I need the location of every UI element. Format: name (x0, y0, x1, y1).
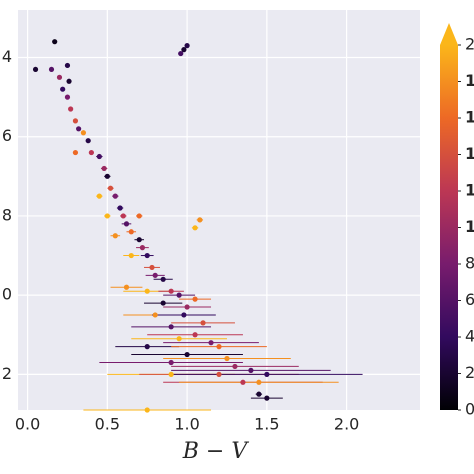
point (264, 371, 270, 377)
point (160, 276, 166, 282)
point (112, 193, 118, 199)
point (123, 221, 130, 227)
point (85, 138, 91, 144)
point (52, 39, 58, 45)
point (240, 379, 246, 385)
point (176, 292, 182, 298)
y-tick-label: 2 (2, 364, 12, 383)
point (144, 344, 150, 350)
point (56, 74, 63, 80)
point (224, 355, 230, 362)
point (168, 288, 174, 294)
x-tick-label: 0.5 (95, 415, 120, 434)
point (117, 205, 123, 211)
point (184, 351, 190, 358)
y-tick-label: 4 (2, 47, 12, 66)
point (232, 363, 238, 370)
colorbar-tick-label: 1 (465, 71, 474, 90)
point (160, 300, 166, 306)
point (264, 395, 270, 401)
point (101, 165, 107, 172)
point (184, 304, 190, 310)
point (80, 130, 87, 136)
colorbar-tick-label: 1 (465, 217, 474, 236)
point (112, 233, 118, 239)
plot-background (18, 10, 420, 410)
point (168, 324, 174, 330)
point (168, 371, 174, 377)
point (216, 371, 222, 377)
point (144, 288, 150, 294)
point (107, 185, 114, 191)
point (144, 252, 150, 259)
point (168, 359, 174, 366)
x-tick-label: 2.0 (334, 415, 359, 434)
point (216, 344, 222, 350)
colorbar (440, 45, 458, 410)
point (32, 66, 39, 73)
point (128, 229, 134, 235)
point (152, 312, 158, 318)
y-tick-label: 6 (2, 126, 12, 145)
colorbar-extension (440, 23, 458, 45)
point (76, 126, 82, 132)
point (192, 225, 198, 231)
point (144, 407, 150, 413)
point (96, 193, 102, 199)
point (200, 320, 206, 326)
point (248, 367, 254, 373)
point (104, 213, 110, 219)
point (192, 296, 198, 302)
point (66, 78, 72, 84)
point (64, 62, 71, 69)
point (197, 217, 203, 223)
x-tick-label: 0.0 (15, 415, 40, 434)
colorbar-tick-label: 8 (465, 254, 474, 273)
y-tick-label: 0 (2, 285, 12, 304)
point (88, 149, 94, 156)
colorbar-tick-label: 1 (465, 108, 474, 127)
point (123, 284, 130, 290)
point (139, 245, 146, 251)
point (256, 379, 262, 385)
point (72, 149, 79, 156)
x-axis-label: B − V (182, 439, 250, 464)
point (256, 391, 262, 397)
point (68, 106, 74, 112)
point (120, 213, 126, 219)
point (96, 153, 102, 160)
x-tick-label: 1.0 (174, 415, 199, 434)
point (184, 43, 190, 49)
colorbar-tick-label: 0 (465, 400, 474, 419)
point (178, 50, 184, 57)
colorbar-tick-label: 2 (465, 363, 474, 382)
y-tick-label: 8 (2, 205, 12, 224)
point (72, 118, 79, 124)
colorbar-tick-label: 4 (465, 327, 474, 346)
point (149, 264, 155, 271)
colorbar-tick-label: 6 (465, 290, 474, 309)
colorbar-tick-label: 2 (465, 35, 474, 54)
point (152, 272, 158, 278)
point (128, 252, 134, 259)
colorbar-tick-label: 1 (465, 181, 474, 200)
point (136, 213, 142, 219)
point (60, 86, 66, 92)
colorbar-tick-label: 1 (465, 144, 474, 163)
point (181, 312, 187, 318)
point (64, 94, 71, 100)
point (176, 336, 182, 342)
point (181, 47, 187, 53)
x-tick-label: 1.5 (254, 415, 279, 434)
point (136, 237, 142, 243)
point (208, 340, 214, 346)
point (104, 173, 110, 179)
point (192, 332, 198, 338)
point (48, 66, 55, 73)
